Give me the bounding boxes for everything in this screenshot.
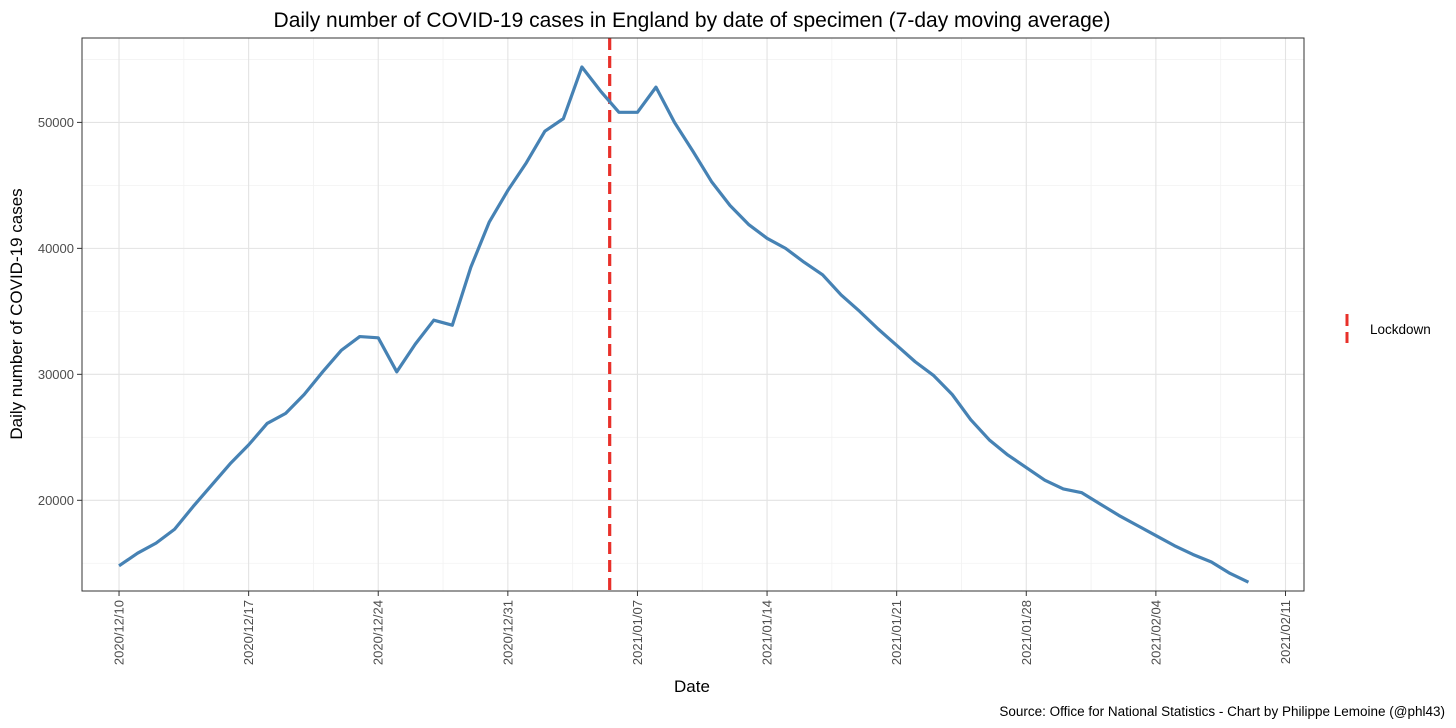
- y-tick-label: 20000: [38, 493, 74, 508]
- x-tick-label: 2020/12/31: [500, 600, 515, 665]
- x-tick-label: 2020/12/17: [241, 600, 256, 665]
- x-tick-label: 2021/01/21: [889, 600, 904, 665]
- plot-panel: [81, 37, 1305, 592]
- legend: Lockdown: [1345, 314, 1431, 343]
- x-tick-label: 2021/01/14: [760, 600, 775, 665]
- major-gridlines: [82, 38, 1304, 591]
- x-axis-title: Date: [674, 677, 710, 696]
- plot-panel-border: [81, 37, 1305, 592]
- series-line-cases: [118, 65, 1250, 584]
- plot-panel-background: [82, 38, 1304, 591]
- y-tick-label: 50000: [38, 115, 74, 130]
- chart-title: Daily number of COVID-19 cases in Englan…: [274, 9, 1111, 32]
- y-axis-title: Daily number of COVID-19 cases: [7, 188, 26, 439]
- y-axis: 20000 30000 40000 50000: [38, 115, 82, 508]
- series-layer: [118, 65, 1250, 584]
- y-tick-label: 40000: [38, 241, 74, 256]
- x-tick-label: 2021/02/04: [1148, 600, 1163, 665]
- x-tick-label: 2021/02/11: [1278, 600, 1293, 664]
- y-tick-label: 30000: [38, 367, 74, 382]
- chart-caption: Source: Office for National Statistics -…: [999, 704, 1445, 719]
- legend-label-lockdown: Lockdown: [1370, 322, 1431, 337]
- x-tick-label: 2020/12/10: [112, 600, 127, 665]
- x-tick-label: 2021/01/07: [630, 600, 645, 665]
- x-tick-label: 2021/01/28: [1019, 600, 1034, 665]
- x-tick-label: 2020/12/24: [371, 600, 386, 665]
- x-axis: 2020/12/10 2020/12/17 2020/12/24 2020/12/31…: [112, 591, 1293, 665]
